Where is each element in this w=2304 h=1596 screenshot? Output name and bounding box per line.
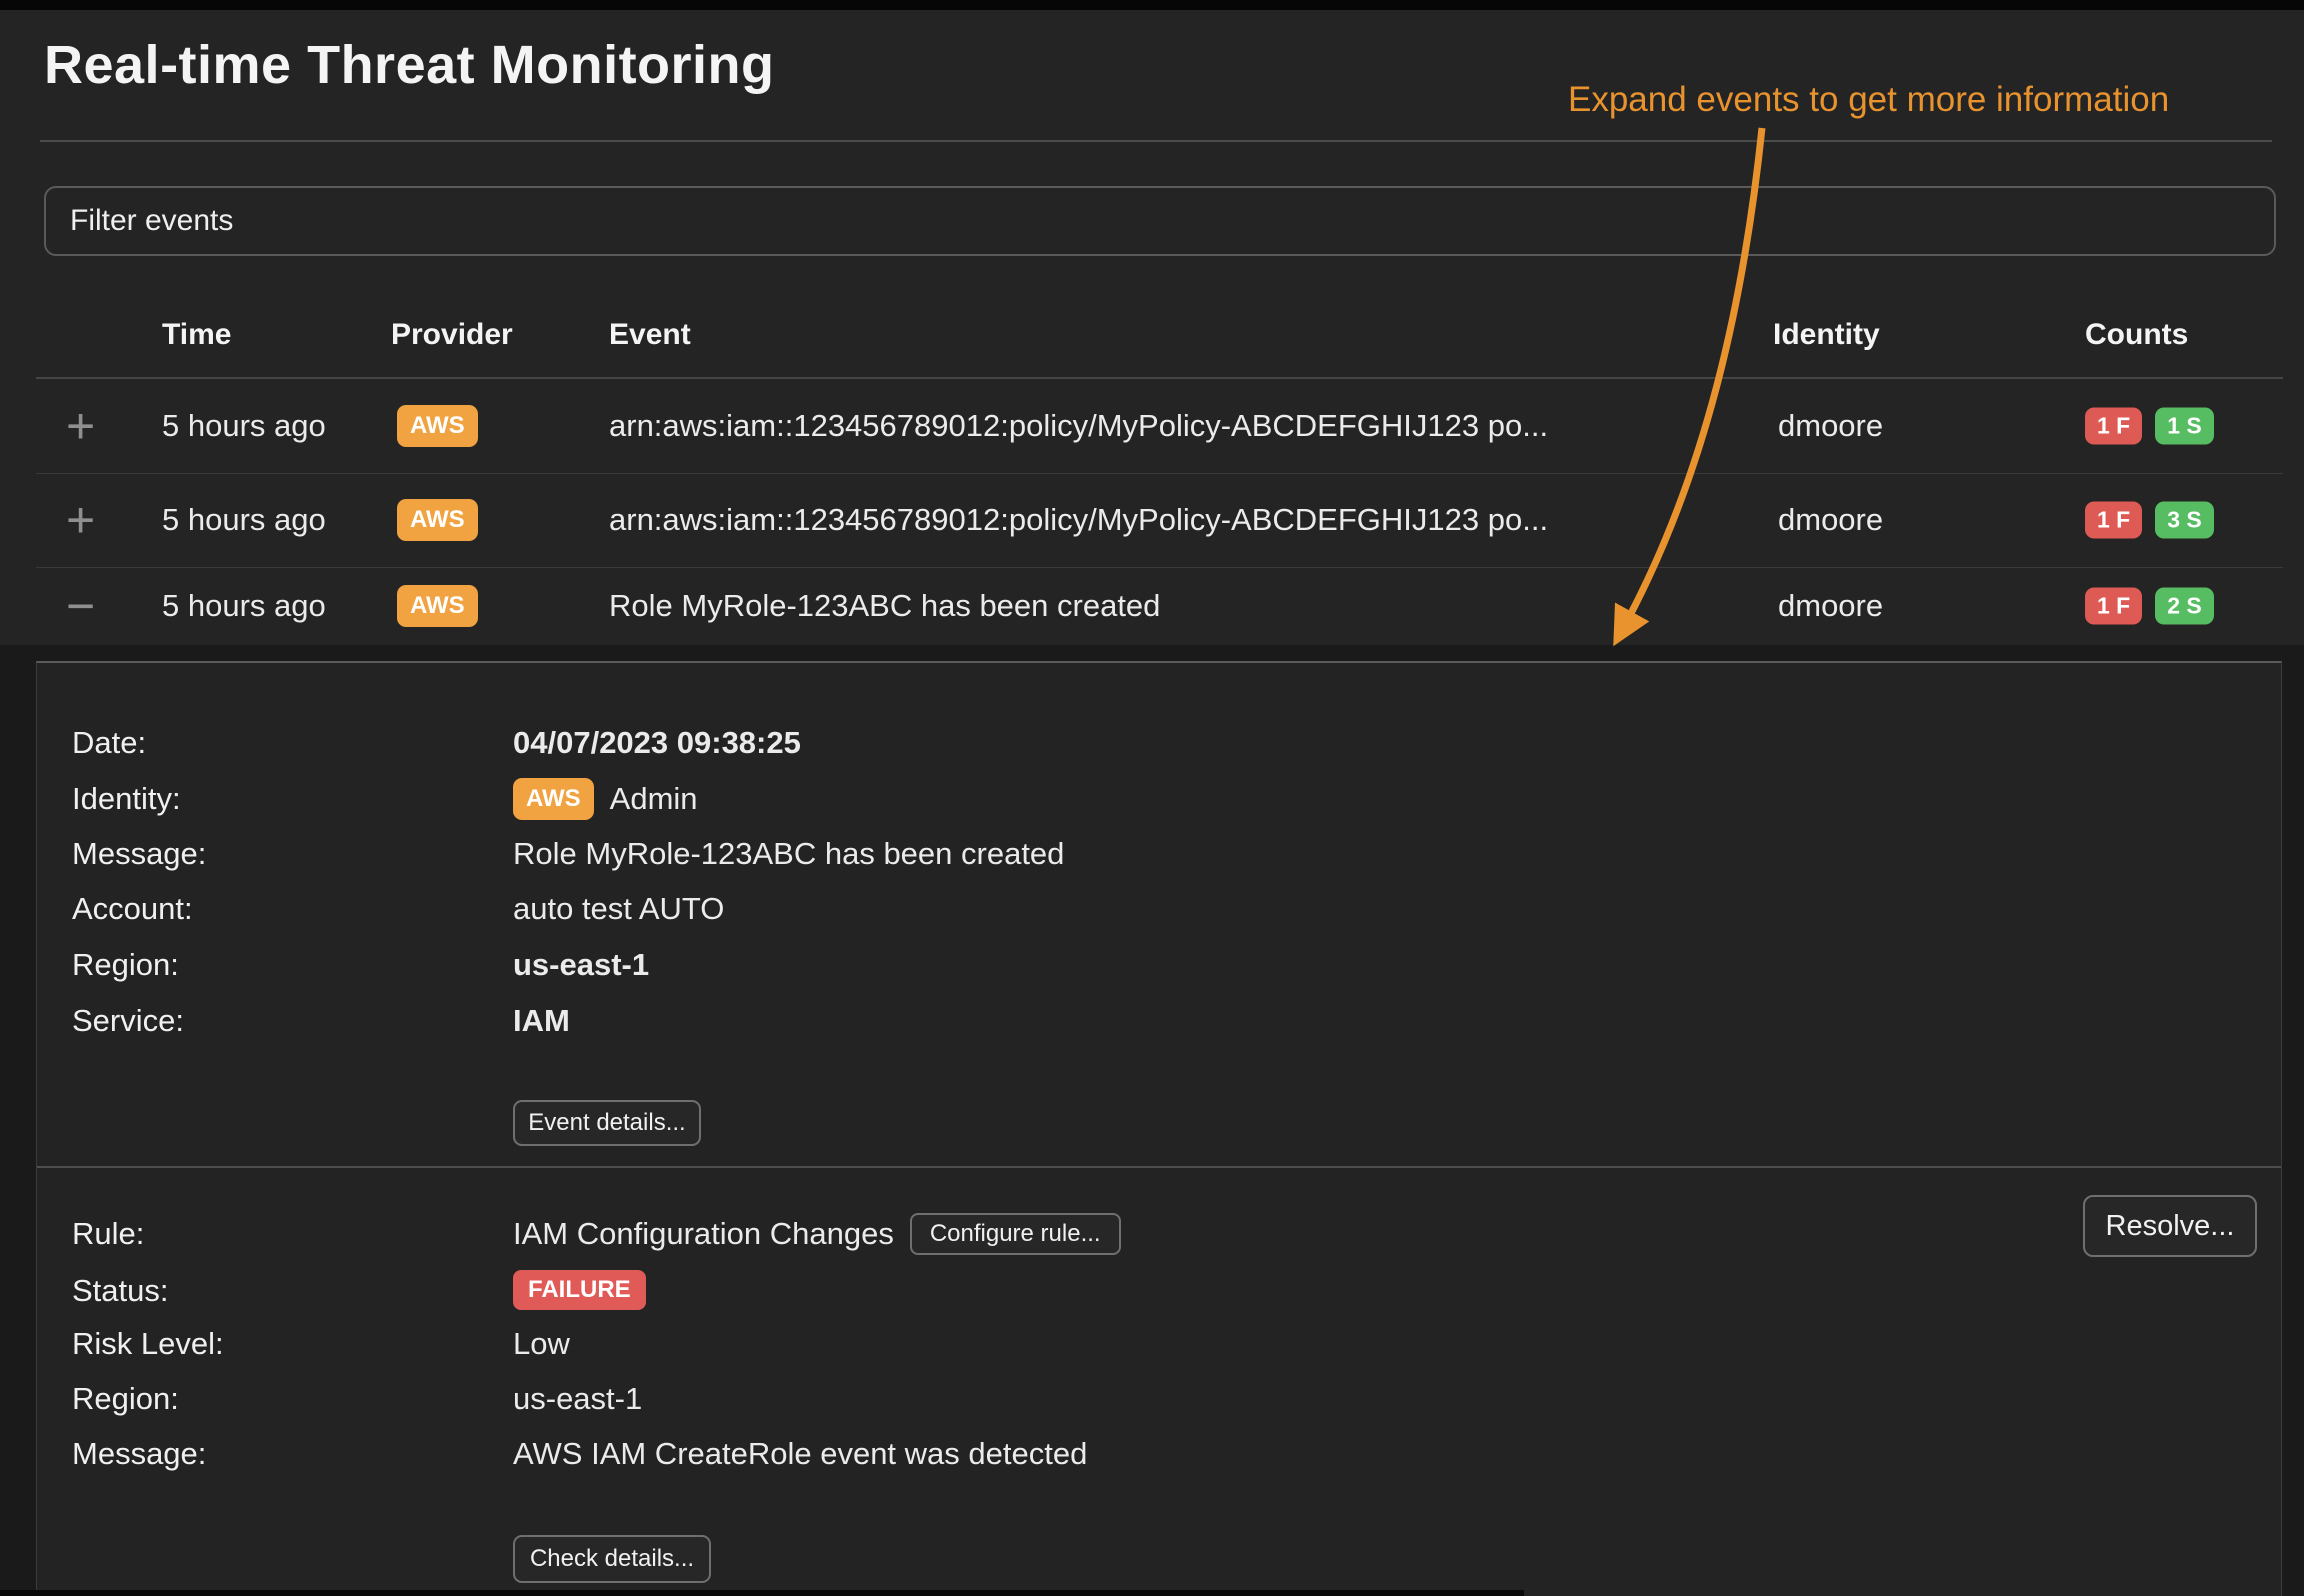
resolve-button[interactable]: Resolve...: [2083, 1195, 2257, 1257]
page-title: Real-time Threat Monitoring: [44, 35, 775, 95]
date-value: 04/07/2023 09:38:25: [513, 725, 801, 760]
expand-plus-icon[interactable]: +: [66, 492, 96, 548]
rule-region-label: Region:: [72, 1381, 179, 1416]
event-detail-panel: Date: 04/07/2023 09:38:25 Identity: AWS …: [36, 661, 2282, 1596]
event-details-button[interactable]: Event details...: [513, 1100, 701, 1146]
column-header-time: Time: [162, 318, 232, 351]
row-event-text: Role MyRole-123ABC has been created: [609, 588, 1161, 623]
row-identity: dmoore: [1778, 408, 1884, 443]
rule-region-value: us-east-1: [513, 1381, 643, 1416]
check-details-button[interactable]: Check details...: [513, 1535, 711, 1583]
success-count-badge: 1 S: [2155, 407, 2214, 445]
date-label: Date:: [72, 725, 147, 760]
region-value: us-east-1: [513, 947, 650, 982]
column-header-event: Event: [609, 318, 691, 351]
success-count-badge: 2 S: [2155, 587, 2214, 625]
panel-section-divider: [37, 1166, 2281, 1168]
table-row[interactable]: + 5 hours ago AWS arn:aws:iam::123456789…: [36, 379, 2283, 474]
filter-events-input[interactable]: [44, 186, 2276, 256]
status-failure-badge: FAILURE: [513, 1270, 646, 1310]
identity-label: Identity:: [72, 781, 181, 816]
row-identity: dmoore: [1778, 588, 1884, 623]
failure-count-badge: 1 F: [2085, 407, 2143, 445]
row-counts: 1 F 1 S: [2085, 407, 2214, 445]
provider-badge-aws: AWS: [513, 778, 594, 820]
row-event-text: arn:aws:iam::123456789012:policy/MyPolic…: [609, 408, 1549, 443]
table-header-divider: [36, 377, 2283, 379]
success-count-badge: 3 S: [2155, 501, 2214, 539]
column-header-provider: Provider: [391, 318, 513, 351]
window-top-edge: [0, 0, 2304, 10]
account-value: auto test AUTO: [513, 891, 725, 926]
rule-label: Rule:: [72, 1216, 145, 1251]
identity-name: Admin: [609, 781, 698, 816]
service-label: Service:: [72, 1003, 184, 1038]
failure-count-badge: 1 F: [2085, 501, 2143, 539]
message-label: Message:: [72, 836, 207, 871]
annotation-text: Expand events to get more information: [1568, 80, 2170, 119]
provider-badge-aws: AWS: [397, 405, 478, 447]
table-row-expanded[interactable]: − 5 hours ago AWS Role MyRole-123ABC has…: [36, 567, 2283, 645]
table-row[interactable]: + 5 hours ago AWS arn:aws:iam::123456789…: [36, 473, 2283, 568]
column-header-identity: Identity: [1773, 318, 1880, 351]
risk-level-value: Low: [513, 1326, 570, 1361]
row-time: 5 hours ago: [162, 502, 326, 537]
message-value: Role MyRole-123ABC has been created: [513, 836, 1065, 871]
risk-level-label: Risk Level:: [72, 1326, 224, 1361]
rule-message-label: Message:: [72, 1436, 207, 1471]
rule-message-value: AWS IAM CreateRole event was detected: [513, 1436, 1088, 1471]
row-counts: 1 F 2 S: [2085, 587, 2214, 625]
configure-rule-button[interactable]: Configure rule...: [909, 1213, 1121, 1255]
failure-count-badge: 1 F: [2085, 587, 2143, 625]
identity-value: AWS Admin: [513, 777, 698, 821]
header-divider: [40, 140, 2272, 142]
column-header-counts: Counts: [2085, 318, 2189, 351]
account-label: Account:: [72, 891, 193, 926]
row-time: 5 hours ago: [162, 408, 326, 443]
row-time: 5 hours ago: [162, 588, 326, 623]
collapse-minus-icon[interactable]: −: [66, 578, 96, 634]
region-label: Region:: [72, 947, 179, 982]
window-bottom-edge: [0, 1590, 1524, 1596]
rule-value: IAM Configuration Changes: [513, 1216, 894, 1251]
row-counts: 1 F 3 S: [2085, 501, 2214, 539]
provider-badge-aws: AWS: [397, 585, 478, 627]
expand-plus-icon[interactable]: +: [66, 398, 96, 454]
rule-value-row: IAM Configuration Changes Configure rule…: [513, 1212, 1121, 1256]
row-event-text: arn:aws:iam::123456789012:policy/MyPolic…: [609, 502, 1549, 537]
provider-badge-aws: AWS: [397, 499, 478, 541]
row-identity: dmoore: [1778, 502, 1884, 537]
status-label: Status:: [72, 1273, 169, 1308]
service-value: IAM: [513, 1003, 570, 1038]
